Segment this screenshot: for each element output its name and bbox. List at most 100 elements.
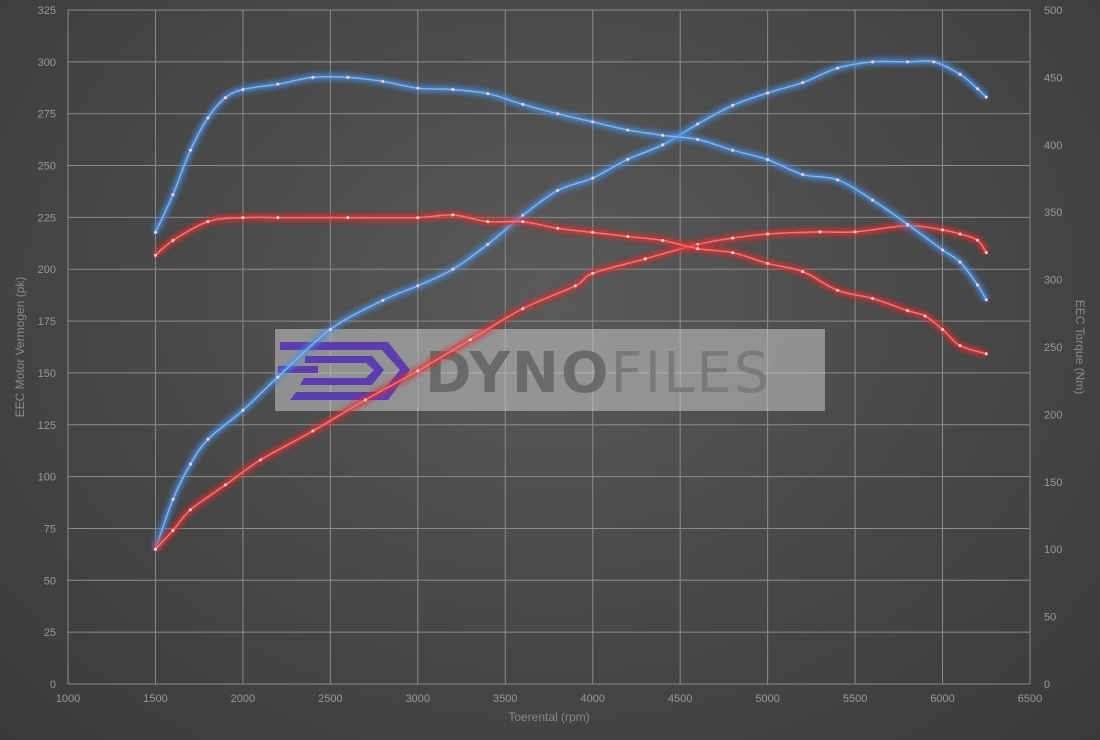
y-right-tick-label: 150 (1044, 477, 1062, 489)
data-point (766, 232, 770, 236)
data-point (416, 284, 420, 288)
data-point (766, 91, 770, 95)
data-point (801, 172, 805, 176)
x-tick-label: 3000 (406, 693, 430, 705)
data-point (276, 375, 280, 379)
data-point (521, 220, 525, 224)
data-point (521, 102, 525, 106)
data-point (818, 230, 822, 234)
data-point (556, 188, 560, 192)
x-tick-label: 4500 (668, 693, 692, 705)
data-point (731, 236, 735, 240)
y-left-tick-label: 225 (38, 212, 56, 224)
y-right-tick-label: 100 (1044, 544, 1062, 556)
y-left-tick-label: 325 (38, 5, 56, 17)
data-point (556, 226, 560, 230)
data-point (188, 508, 192, 512)
data-point (381, 79, 385, 83)
y-left-axis-label: EEC Motor Vermogen (pk) (13, 277, 27, 418)
data-point (626, 234, 630, 238)
data-point (958, 344, 962, 348)
y-right-tick-label: 400 (1044, 140, 1062, 152)
data-point (206, 437, 210, 441)
watermark-text: DYNOFILES (425, 341, 771, 406)
data-point (276, 216, 280, 220)
x-axis-label: Toerental (rpm) (508, 710, 589, 724)
x-tick-label: 1000 (56, 693, 80, 705)
data-point (871, 296, 875, 300)
data-point (941, 248, 945, 252)
data-point (486, 242, 490, 246)
data-point (486, 220, 490, 224)
y-right-tick-label: 500 (1044, 5, 1062, 17)
data-point (958, 72, 962, 76)
data-point (696, 247, 700, 251)
data-point (451, 213, 455, 217)
x-tick-label: 5000 (755, 693, 779, 705)
data-point (906, 309, 910, 313)
data-point (836, 66, 840, 70)
y-left-tick-label: 0 (50, 679, 56, 691)
data-point (661, 143, 665, 147)
series-glow (153, 74, 989, 302)
data-point (984, 352, 988, 356)
data-point (976, 238, 980, 242)
data-point (346, 75, 350, 79)
data-point (941, 327, 945, 331)
data-point (153, 253, 157, 257)
series-1 (153, 223, 989, 551)
y-left-tick-label: 250 (38, 161, 56, 173)
y-right-tick-label: 450 (1044, 72, 1062, 84)
data-point (416, 86, 420, 90)
watermark: DYNOFILES (275, 329, 825, 411)
x-tick-label: 3500 (493, 693, 517, 705)
x-tick-label: 1500 (143, 693, 167, 705)
data-point (941, 228, 945, 232)
data-point (984, 251, 988, 255)
y-right-axis-label: EEC Torque (Nm) (1073, 300, 1087, 394)
data-point (801, 81, 805, 85)
data-point (188, 462, 192, 466)
data-point (363, 398, 367, 402)
data-point (984, 95, 988, 99)
data-point (976, 283, 980, 287)
data-point (801, 270, 805, 274)
data-point (223, 483, 227, 487)
data-point (958, 260, 962, 264)
y-right-axis-ticks: 0 50 100 150 200 250 300 350 400 450 500 (1044, 5, 1062, 691)
data-point (346, 216, 350, 220)
y-right-tick-label: 300 (1044, 275, 1062, 287)
data-point (836, 288, 840, 292)
x-tick-label: 2000 (231, 693, 255, 705)
data-point (556, 112, 560, 116)
series-line (154, 60, 987, 550)
data-point (984, 298, 988, 302)
data-point (451, 267, 455, 271)
data-point (766, 261, 770, 265)
data-point (932, 60, 936, 64)
data-point (661, 239, 665, 243)
y-left-tick-label: 25 (44, 627, 56, 639)
y-right-tick-label: 250 (1044, 342, 1062, 354)
y-left-axis-ticks: 0 25 50 75 100 125 150 175 200 225 250 275 300 325 (38, 5, 56, 691)
y-left-tick-label: 125 (38, 420, 56, 432)
data-point (486, 92, 490, 96)
data-point (871, 198, 875, 202)
data-point (573, 284, 577, 288)
data-point (311, 429, 315, 433)
data-point (241, 216, 245, 220)
data-point (591, 230, 595, 234)
y-left-tick-label: 50 (44, 575, 56, 587)
data-point (521, 213, 525, 217)
series-glow (153, 58, 989, 551)
data-point (696, 122, 700, 126)
y-left-tick-label: 175 (38, 316, 56, 328)
data-point (731, 251, 735, 255)
data-point (976, 87, 980, 91)
x-tick-label: 5500 (843, 693, 867, 705)
data-point (171, 497, 175, 501)
data-point (836, 178, 840, 182)
series-0 (153, 58, 989, 551)
data-point (171, 239, 175, 243)
